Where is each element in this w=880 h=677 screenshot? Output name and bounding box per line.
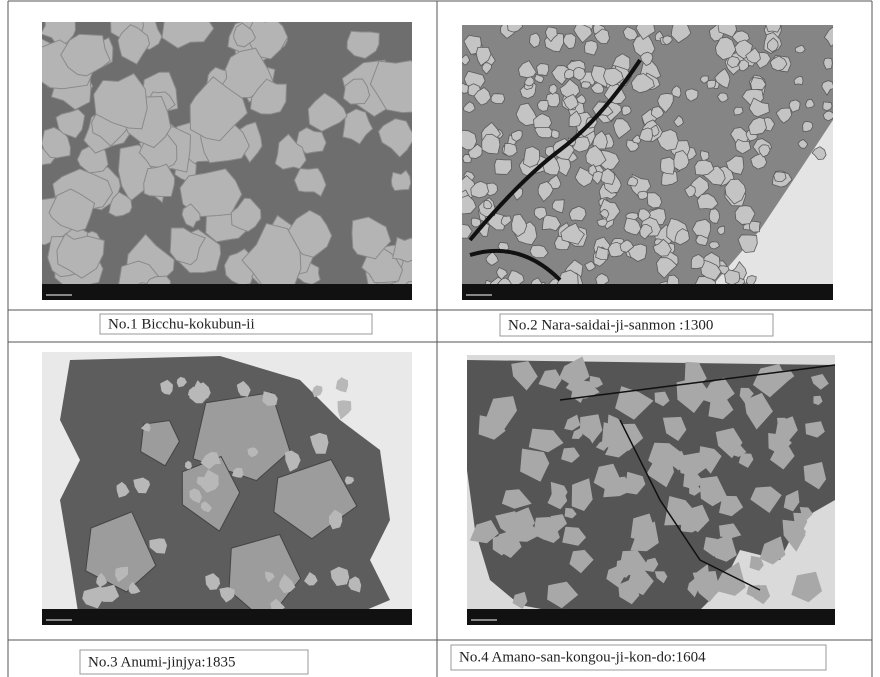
grain	[774, 172, 786, 182]
grain	[495, 159, 512, 174]
grain	[597, 219, 607, 226]
info-bar	[462, 284, 833, 300]
grain	[581, 82, 590, 89]
grain	[823, 102, 832, 111]
grain	[523, 147, 539, 168]
grain	[749, 221, 760, 232]
caption: No.1 Bicchu-kokubun-ii	[108, 316, 255, 332]
sem-image	[42, 352, 412, 625]
sem-image	[454, 15, 841, 310]
grain	[709, 209, 720, 224]
grain	[638, 191, 648, 199]
grain	[552, 130, 560, 139]
page: No.1 Bicchu-kokubun-ii No.2 Nara-saidai-…	[0, 0, 880, 677]
grain	[537, 64, 549, 76]
sem-image	[467, 355, 835, 625]
caption: No.3 Anumi-jinjya:1835	[88, 654, 236, 670]
grain	[707, 80, 716, 88]
grain	[766, 17, 781, 32]
grain	[585, 41, 598, 56]
grain	[661, 157, 675, 174]
grain	[565, 69, 574, 79]
info-bar	[42, 284, 412, 300]
caption: No.4 Amano-san-kongou-ji-kon-do:1604	[459, 649, 706, 665]
grain	[725, 270, 740, 285]
sem-image	[14, 1, 425, 322]
grain	[482, 134, 500, 154]
caption: No.2 Nara-saidai-ji-sanmon :1300	[508, 317, 713, 333]
figure-table: No.1 Bicchu-kokubun-ii No.2 Nara-saidai-…	[0, 0, 880, 677]
info-bar	[467, 609, 835, 625]
grain	[491, 94, 505, 104]
grain	[393, 237, 421, 262]
info-bar	[42, 609, 412, 625]
